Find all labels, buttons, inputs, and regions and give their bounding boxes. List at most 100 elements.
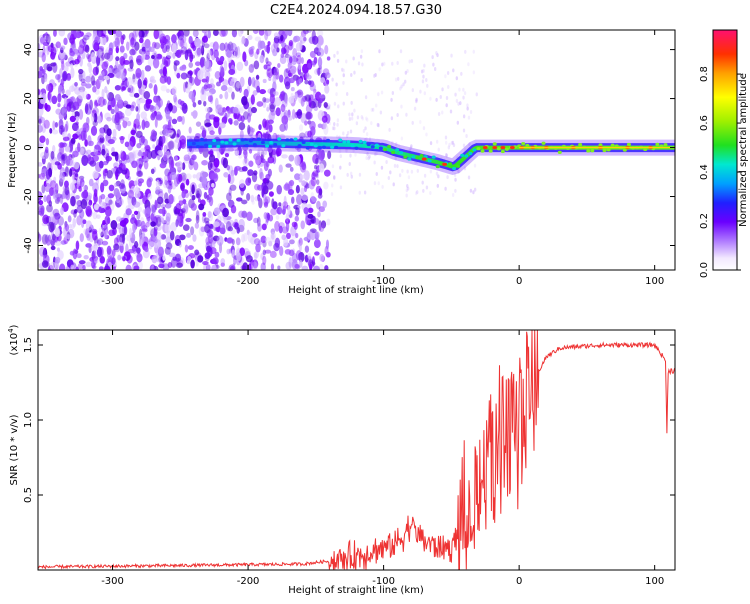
- noise-blob: [175, 49, 182, 59]
- noise-blob: [121, 86, 126, 91]
- noise-blob: [266, 181, 274, 190]
- noise-blob: [116, 197, 120, 204]
- noise-blob: [287, 114, 293, 121]
- noise-blob: [105, 196, 112, 206]
- noise-blob: [82, 219, 87, 225]
- noise-blob: [360, 49, 364, 54]
- noise-blob: [452, 143, 456, 148]
- noise-blob: [81, 190, 89, 199]
- noise-blob: [288, 154, 295, 162]
- noise-blob: [324, 44, 329, 55]
- noise-blob: [59, 172, 65, 183]
- noise-blob: [155, 114, 163, 121]
- noise-blob: [464, 49, 467, 54]
- noise-blob: [72, 248, 78, 260]
- noise-blob: [186, 259, 191, 265]
- noise-blob: [203, 191, 208, 199]
- signal-speckle: [366, 142, 371, 147]
- noise-blob: [303, 30, 309, 35]
- noise-blob: [422, 126, 426, 131]
- noise-blob: [456, 120, 460, 125]
- noise-blob: [118, 182, 126, 190]
- x-tick-label: 100: [645, 576, 664, 587]
- noise-blob: [100, 193, 106, 200]
- noise-blob: [201, 30, 208, 34]
- noise-blob: [41, 75, 45, 85]
- noise-blob: [281, 226, 289, 234]
- noise-blob: [236, 252, 241, 262]
- noise-blob: [349, 171, 353, 176]
- noise-blob: [454, 188, 457, 193]
- noise-blob: [115, 216, 123, 222]
- noise-blob: [350, 73, 353, 78]
- noise-blob: [50, 51, 56, 60]
- noise-blob: [174, 253, 182, 262]
- noise-blob: [137, 124, 141, 130]
- noise-blob: [100, 201, 106, 209]
- noise-blob: [466, 106, 469, 111]
- noise-blob: [300, 97, 305, 107]
- noise-blob: [165, 88, 170, 93]
- snr-y-multiplier: (x104): [7, 324, 20, 355]
- noise-blob: [350, 174, 353, 179]
- noise-blob: [65, 120, 69, 132]
- noise-blob: [336, 118, 340, 123]
- noise-blob: [283, 44, 290, 55]
- signal-speckle: [411, 155, 416, 159]
- noise-blob: [295, 111, 302, 116]
- noise-blob: [264, 30, 269, 41]
- noise-blob: [263, 98, 271, 103]
- noise-blob: [233, 254, 237, 266]
- noise-blob: [359, 54, 363, 59]
- noise-blob: [78, 72, 83, 82]
- noise-blob: [295, 52, 302, 57]
- noise-blob: [466, 103, 469, 108]
- noise-blob: [60, 207, 64, 216]
- noise-blob: [348, 162, 351, 167]
- noise-blob: [313, 56, 318, 65]
- noise-blob: [175, 219, 179, 228]
- noise-blob: [376, 122, 380, 127]
- noise-blob: [164, 246, 171, 255]
- signal-speckle: [415, 156, 420, 160]
- noise-blob: [176, 115, 183, 122]
- noise-blob: [335, 92, 338, 97]
- noise-blob: [126, 76, 133, 88]
- noise-blob: [358, 172, 362, 177]
- noise-blob: [197, 198, 202, 203]
- noise-blob: [233, 112, 238, 120]
- noise-blob: [276, 147, 282, 157]
- noise-blob: [108, 199, 113, 205]
- noise-blob: [377, 92, 380, 97]
- noise-blob: [298, 78, 303, 84]
- noise-blob: [146, 50, 150, 57]
- noise-blob: [140, 111, 147, 120]
- noise-blob: [170, 258, 177, 268]
- noise-blob: [289, 239, 295, 245]
- noise-blob: [82, 264, 86, 270]
- noise-blob: [223, 171, 229, 178]
- noise-blob: [170, 222, 177, 232]
- noise-blob: [400, 136, 404, 141]
- noise-blob: [59, 68, 63, 78]
- noise-blob: [390, 97, 393, 102]
- noise-blob: [106, 245, 112, 255]
- noise-blob: [416, 190, 419, 195]
- noise-blob: [454, 177, 457, 182]
- noise-blob: [462, 143, 466, 148]
- noise-blob: [164, 175, 168, 183]
- noise-blob: [431, 55, 434, 60]
- noise-blob: [98, 160, 104, 169]
- noise-blob: [327, 150, 332, 160]
- noise-blob: [281, 154, 288, 159]
- noise-blob: [201, 160, 209, 166]
- noise-blob: [180, 138, 187, 149]
- noise-blob: [459, 101, 462, 106]
- noise-blob: [214, 251, 220, 258]
- noise-blob: [88, 140, 94, 147]
- noise-blob: [157, 149, 163, 155]
- noise-blob: [453, 172, 457, 177]
- noise-blob: [404, 79, 407, 84]
- noise-blob: [69, 47, 73, 54]
- noise-blob: [136, 113, 140, 122]
